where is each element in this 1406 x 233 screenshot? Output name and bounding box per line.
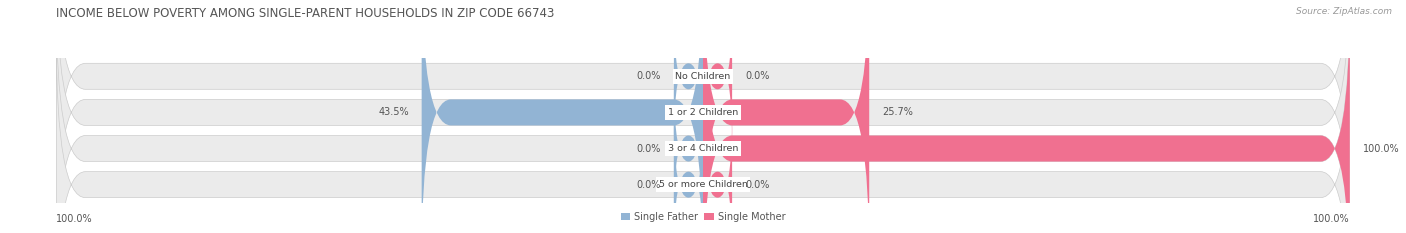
Text: 5 or more Children: 5 or more Children (658, 180, 748, 189)
FancyBboxPatch shape (673, 80, 703, 217)
FancyBboxPatch shape (703, 0, 869, 233)
Text: Source: ZipAtlas.com: Source: ZipAtlas.com (1296, 7, 1392, 16)
Text: 100.0%: 100.0% (1313, 214, 1350, 224)
Text: 0.0%: 0.0% (637, 71, 661, 81)
Text: 0.0%: 0.0% (745, 180, 769, 190)
Text: 100.0%: 100.0% (56, 214, 93, 224)
FancyBboxPatch shape (673, 116, 703, 233)
Text: INCOME BELOW POVERTY AMONG SINGLE-PARENT HOUSEHOLDS IN ZIP CODE 66743: INCOME BELOW POVERTY AMONG SINGLE-PARENT… (56, 7, 554, 20)
FancyBboxPatch shape (703, 8, 733, 144)
FancyBboxPatch shape (703, 116, 733, 233)
Text: 0.0%: 0.0% (745, 71, 769, 81)
Text: 25.7%: 25.7% (882, 107, 912, 117)
Text: 100.0%: 100.0% (1362, 144, 1399, 154)
FancyBboxPatch shape (56, 0, 1350, 226)
Text: No Children: No Children (675, 72, 731, 81)
Text: 0.0%: 0.0% (637, 144, 661, 154)
Text: 0.0%: 0.0% (637, 180, 661, 190)
FancyBboxPatch shape (703, 0, 1350, 233)
FancyBboxPatch shape (422, 0, 703, 233)
FancyBboxPatch shape (56, 0, 1350, 233)
FancyBboxPatch shape (56, 0, 1350, 233)
Text: 1 or 2 Children: 1 or 2 Children (668, 108, 738, 117)
FancyBboxPatch shape (673, 8, 703, 144)
Legend: Single Father, Single Mother: Single Father, Single Mother (617, 208, 789, 226)
FancyBboxPatch shape (56, 35, 1350, 233)
Text: 3 or 4 Children: 3 or 4 Children (668, 144, 738, 153)
Text: 43.5%: 43.5% (378, 107, 409, 117)
